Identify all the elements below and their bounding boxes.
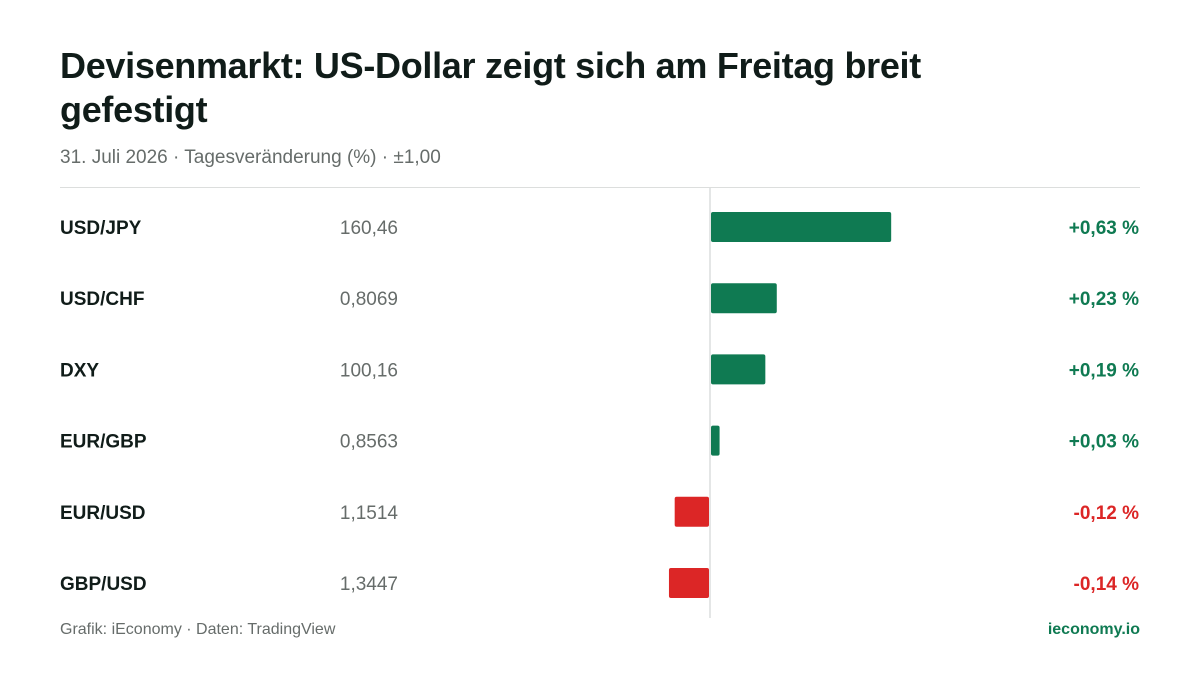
change-bar bbox=[674, 496, 709, 527]
pair-label: USD/JPY bbox=[60, 218, 142, 239]
change-bar bbox=[711, 283, 777, 314]
change-label: -0,12 % bbox=[1074, 503, 1140, 524]
change-label: +0,63 % bbox=[1069, 218, 1139, 239]
price-value: 100,16 bbox=[340, 360, 398, 381]
pair-label: EUR/GBP bbox=[60, 432, 147, 453]
price-value: 160,46 bbox=[340, 218, 398, 239]
source-note: Grafik: iEconomy · Daten: TradingView bbox=[60, 621, 336, 638]
change-bar bbox=[711, 212, 892, 242]
pair-label: GBP/USD bbox=[60, 574, 147, 595]
price-value: 1,1514 bbox=[340, 503, 399, 524]
price-value: 0,8069 bbox=[340, 289, 398, 310]
change-label: -0,14 % bbox=[1074, 574, 1140, 595]
price-value: 1,3447 bbox=[340, 574, 398, 595]
header-divider bbox=[60, 187, 1140, 188]
change-bar bbox=[711, 425, 720, 456]
change-bar bbox=[668, 568, 709, 598]
price-value: 0,8563 bbox=[340, 432, 398, 453]
change-bar bbox=[711, 354, 766, 385]
change-label: +0,19 % bbox=[1069, 360, 1139, 381]
pair-label: DXY bbox=[60, 360, 99, 381]
brand-link[interactable]: ieconomy.io bbox=[1047, 621, 1140, 638]
fx-bar-chart: USD/JPY 160,46 +0,63 % USD/CHF 0,8069 +0,23 %… bbox=[60, 188, 1140, 618]
chart-subtitle: 31. Juli 2026 · Tagesveränderung (%) · ±… bbox=[60, 147, 441, 168]
chart-title: Devisenmarkt: US-Dollar zeigt sich am Fr… bbox=[60, 45, 921, 130]
pair-label: USD/CHF bbox=[60, 289, 144, 310]
change-label: +0,03 % bbox=[1069, 432, 1139, 453]
pair-label: EUR/USD bbox=[60, 503, 146, 524]
change-label: +0,23 % bbox=[1069, 289, 1139, 310]
